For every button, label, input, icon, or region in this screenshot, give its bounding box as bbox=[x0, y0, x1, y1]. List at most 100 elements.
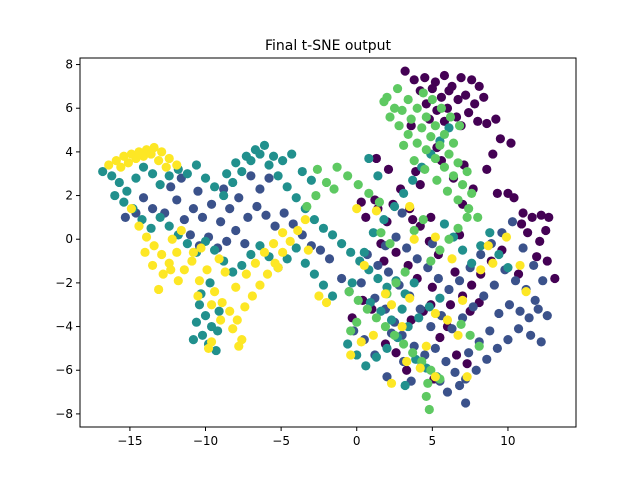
data-point bbox=[420, 164, 430, 174]
data-point bbox=[268, 151, 279, 161]
data-point bbox=[362, 304, 372, 314]
data-point bbox=[473, 212, 483, 222]
data-point bbox=[457, 295, 468, 305]
data-point bbox=[164, 221, 174, 231]
data-point bbox=[300, 214, 310, 225]
data-point bbox=[116, 162, 126, 172]
data-point bbox=[536, 337, 546, 347]
data-point bbox=[515, 306, 525, 316]
data-point bbox=[237, 260, 247, 271]
data-point bbox=[300, 258, 310, 268]
data-point bbox=[391, 278, 401, 288]
data-point bbox=[214, 254, 224, 264]
data-point bbox=[282, 254, 292, 264]
data-point bbox=[155, 180, 165, 190]
x-tick-label: 0 bbox=[353, 434, 361, 448]
data-point bbox=[447, 324, 457, 334]
data-point bbox=[426, 212, 436, 222]
data-point bbox=[461, 90, 471, 100]
data-point bbox=[273, 263, 283, 273]
data-point bbox=[293, 225, 303, 236]
data-point bbox=[185, 230, 195, 240]
data-point bbox=[231, 225, 241, 236]
data-point bbox=[216, 315, 226, 325]
data-point bbox=[436, 103, 447, 113]
data-point bbox=[321, 297, 332, 308]
data-point bbox=[241, 269, 251, 279]
data-point bbox=[209, 182, 220, 192]
data-point bbox=[439, 70, 450, 81]
data-point bbox=[172, 195, 182, 205]
data-point bbox=[430, 372, 440, 382]
data-point bbox=[154, 284, 164, 295]
data-point bbox=[408, 175, 418, 185]
plot-frame bbox=[79, 57, 577, 428]
data-point bbox=[467, 280, 477, 290]
data-point bbox=[392, 83, 403, 94]
data-point bbox=[542, 256, 552, 266]
data-point bbox=[240, 238, 250, 249]
data-point bbox=[371, 206, 381, 216]
data-point bbox=[164, 171, 174, 181]
data-point bbox=[138, 193, 149, 203]
data-point bbox=[495, 134, 505, 144]
data-point bbox=[417, 123, 427, 133]
data-point bbox=[250, 145, 261, 155]
data-point bbox=[433, 273, 443, 284]
data-point bbox=[535, 236, 545, 247]
data-point bbox=[513, 324, 524, 334]
data-point bbox=[468, 302, 478, 312]
data-point bbox=[476, 265, 486, 275]
data-point bbox=[324, 254, 335, 264]
data-point bbox=[374, 197, 385, 207]
data-point bbox=[371, 352, 381, 362]
data-point bbox=[383, 164, 394, 174]
data-point bbox=[110, 190, 120, 201]
data-point bbox=[191, 317, 202, 327]
data-point bbox=[126, 204, 137, 214]
data-point bbox=[509, 193, 519, 203]
data-point bbox=[464, 107, 474, 118]
data-point bbox=[399, 339, 409, 349]
x-tick-label: 5 bbox=[429, 434, 437, 448]
data-point bbox=[344, 287, 354, 297]
data-point bbox=[467, 188, 477, 198]
points-layer bbox=[98, 66, 560, 415]
data-point bbox=[445, 300, 456, 310]
data-point bbox=[318, 223, 329, 233]
data-point bbox=[406, 114, 416, 124]
data-point bbox=[492, 343, 502, 353]
data-point bbox=[457, 245, 468, 255]
data-point bbox=[412, 254, 422, 264]
data-point bbox=[197, 330, 208, 340]
data-point bbox=[503, 335, 513, 345]
data-point bbox=[527, 212, 537, 222]
data-point bbox=[435, 332, 445, 343]
data-point bbox=[451, 350, 462, 360]
data-point bbox=[134, 221, 144, 231]
data-point bbox=[483, 241, 493, 251]
data-point bbox=[193, 186, 203, 196]
data-point bbox=[408, 348, 418, 358]
data-point bbox=[166, 182, 176, 192]
data-point bbox=[329, 184, 339, 194]
data-point bbox=[442, 387, 453, 397]
data-point bbox=[399, 140, 409, 150]
data-point bbox=[412, 138, 422, 148]
y-tick-label: 2 bbox=[65, 189, 73, 203]
data-point bbox=[98, 166, 108, 177]
data-point bbox=[303, 245, 313, 255]
data-point bbox=[327, 230, 338, 240]
data-point bbox=[268, 238, 279, 249]
data-point bbox=[154, 156, 164, 166]
data-point bbox=[206, 300, 217, 310]
data-point bbox=[327, 291, 338, 301]
data-point bbox=[193, 291, 203, 301]
data-point bbox=[247, 291, 257, 301]
data-point bbox=[409, 278, 419, 288]
data-point bbox=[391, 232, 401, 242]
data-point bbox=[205, 278, 215, 288]
x-tick-label: 10 bbox=[500, 434, 515, 448]
chart-title: Final t-SNE output bbox=[265, 38, 392, 54]
data-point bbox=[444, 234, 454, 244]
